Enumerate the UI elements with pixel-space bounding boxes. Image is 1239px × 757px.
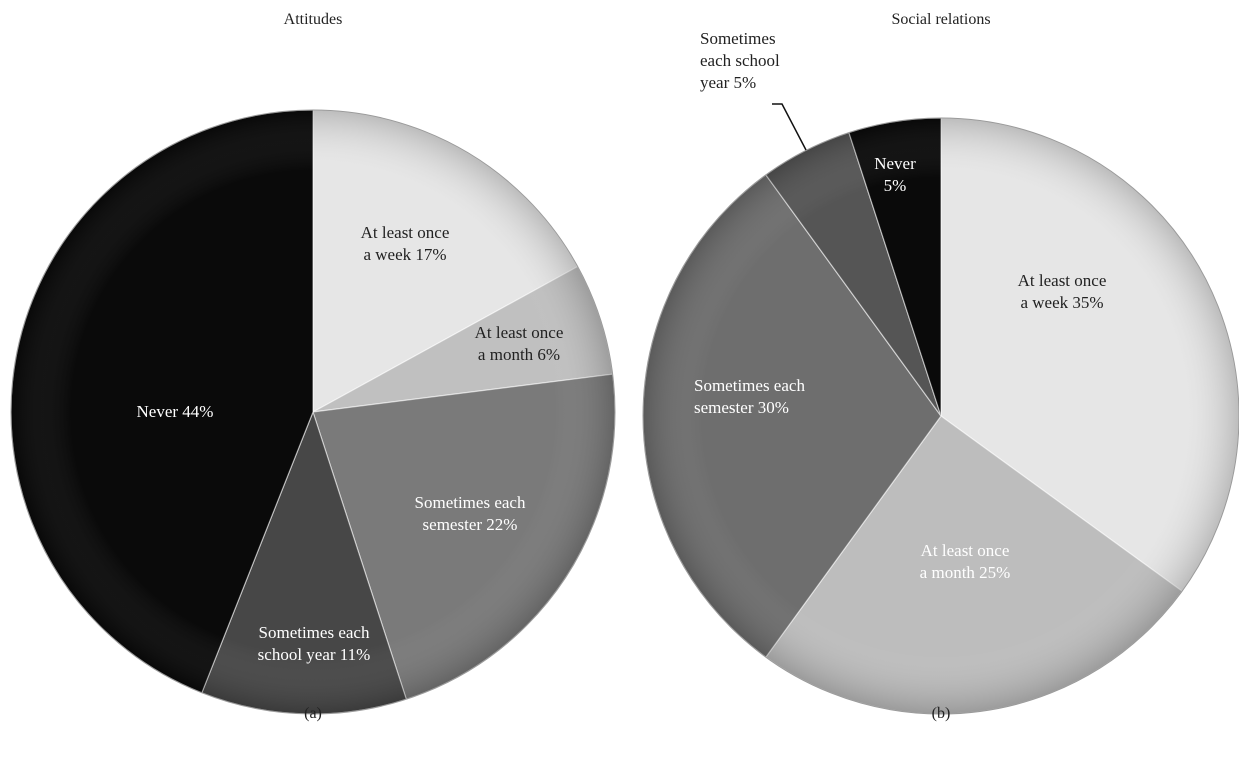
- pie-rim: [642, 117, 1239, 715]
- pie-b-labels: At least once a week 35% At least once a mo…: [694, 29, 1106, 582]
- chart-caption: (b): [932, 705, 951, 722]
- label-never: Never 44%: [137, 402, 214, 421]
- label-sometimes-each-semester: Sometimes each semester 30%: [694, 376, 805, 417]
- label-never: Never 5%: [874, 154, 916, 195]
- pie-rim: [10, 109, 616, 715]
- label-sometimes-each-school-year: Sometimes each school year 11%: [258, 623, 371, 664]
- pie-a-slices: [10, 109, 616, 715]
- label-at-least-once-a-month: At least once a month 25%: [920, 541, 1011, 582]
- pie-a-labels: At least once a week 17% At least once a mo…: [137, 223, 564, 664]
- label-sometimes-each-school-year: Sometimes each school year 5%: [700, 29, 780, 92]
- label-at-least-once-a-week: At least once a week 17%: [361, 223, 450, 264]
- label-at-least-once-a-month: At least once a month 6%: [475, 323, 564, 364]
- leader-line: [772, 103, 807, 151]
- chart-caption: (a): [304, 705, 322, 722]
- label-sometimes-each-semester: Sometimes each semester 22%: [415, 493, 526, 534]
- chart-title: Attitudes: [284, 11, 343, 28]
- pie-b-slices: [642, 117, 1239, 715]
- label-at-least-once-a-week: At least once a week 35%: [1018, 271, 1107, 312]
- pie-chart-social-relations: Social relations At least once a week 35%…: [642, 11, 1239, 722]
- chart-title: Social relations: [891, 11, 990, 28]
- pie-chart-attitudes: Attitudes At least once a week 17%At leas…: [10, 11, 616, 722]
